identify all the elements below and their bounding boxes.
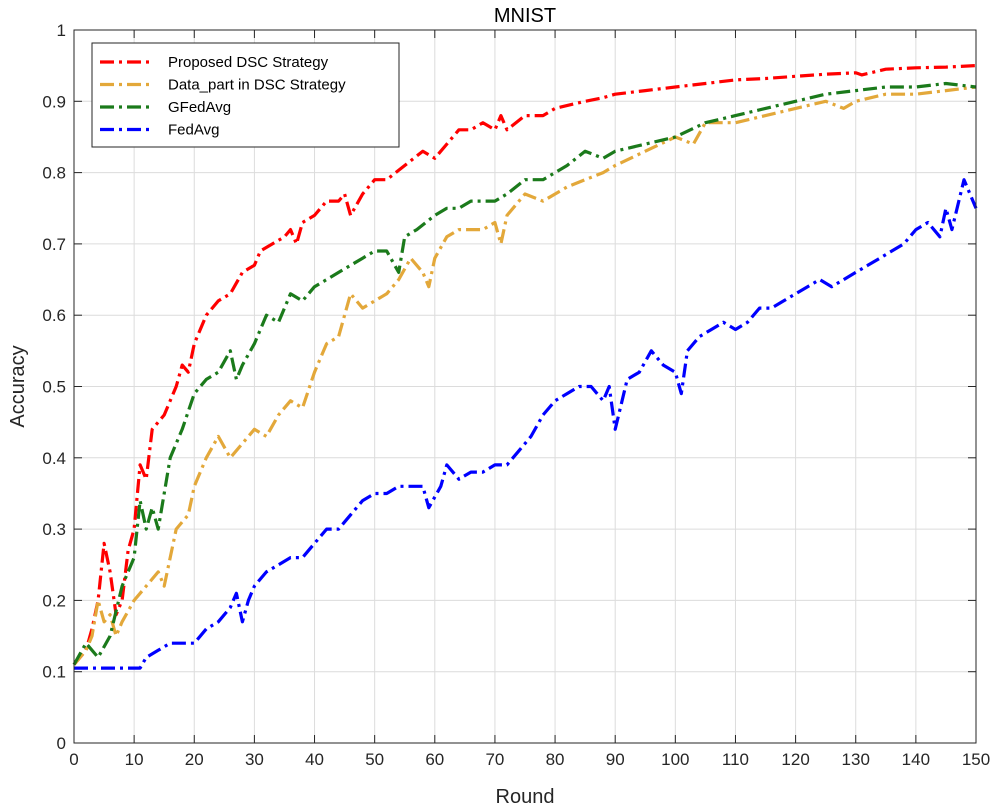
y-tick-label: 0.2 <box>42 591 66 610</box>
x-tick-label: 150 <box>962 750 990 769</box>
x-tick-label: 140 <box>902 750 930 769</box>
x-tick-label: 10 <box>125 750 144 769</box>
x-tick-label: 100 <box>661 750 689 769</box>
legend: Proposed DSC Strategy Data_part in DSC St… <box>91 42 400 148</box>
legend-label: FedAvg <box>168 122 219 139</box>
y-tick-label: 0.9 <box>42 92 66 111</box>
y-tick-label: 0 <box>57 734 66 753</box>
legend-label: Data_part in DSC Strategy <box>168 77 346 94</box>
x-tick-label: 120 <box>781 750 809 769</box>
legend-label: Proposed DSC Strategy <box>168 54 329 71</box>
x-tick-label: 40 <box>305 750 324 769</box>
x-tick-label: 60 <box>425 750 444 769</box>
series-lines <box>72 64 978 670</box>
y-tick-label: 0.8 <box>42 164 66 183</box>
y-tick-label: 1 <box>57 21 66 40</box>
y-tick-label: 0.5 <box>42 378 66 397</box>
y-tick-label: 0.3 <box>42 520 66 539</box>
legend-label: GFedAvg <box>168 99 231 116</box>
x-tick-label: 110 <box>722 750 749 769</box>
chart-title: MNIST <box>494 5 556 27</box>
series-line-proposed-dsc-strategy <box>72 64 977 666</box>
legend-box <box>91 42 400 148</box>
x-tick-label: 30 <box>245 750 264 769</box>
series-line-fedavg <box>74 178 978 670</box>
y-tick-label: 0.7 <box>42 235 66 254</box>
x-tick-label: 50 <box>365 750 384 769</box>
x-tick-label: 70 <box>485 750 504 769</box>
y-tick-label: 0.1 <box>42 663 66 682</box>
y-tick-label: 0.4 <box>42 449 66 468</box>
y-tick-label: 0.6 <box>42 306 66 325</box>
series-line-gfedavg <box>72 81 977 666</box>
x-tick-label: 80 <box>546 750 565 769</box>
x-axis-label: Round <box>496 786 555 808</box>
x-tick-label: 20 <box>185 750 204 769</box>
y-axis-label: Accuracy <box>7 345 29 427</box>
x-tick-label: 90 <box>606 750 625 769</box>
x-tick-label: 0 <box>69 750 78 769</box>
axis-ticks: 0 10 20 30 40 50 60 70 80 90 100 110 120 130 140 150 0 0.… <box>42 21 990 769</box>
x-tick-label: 130 <box>842 750 870 769</box>
series-line-data-part-in-dsc-strategy <box>72 85 977 666</box>
